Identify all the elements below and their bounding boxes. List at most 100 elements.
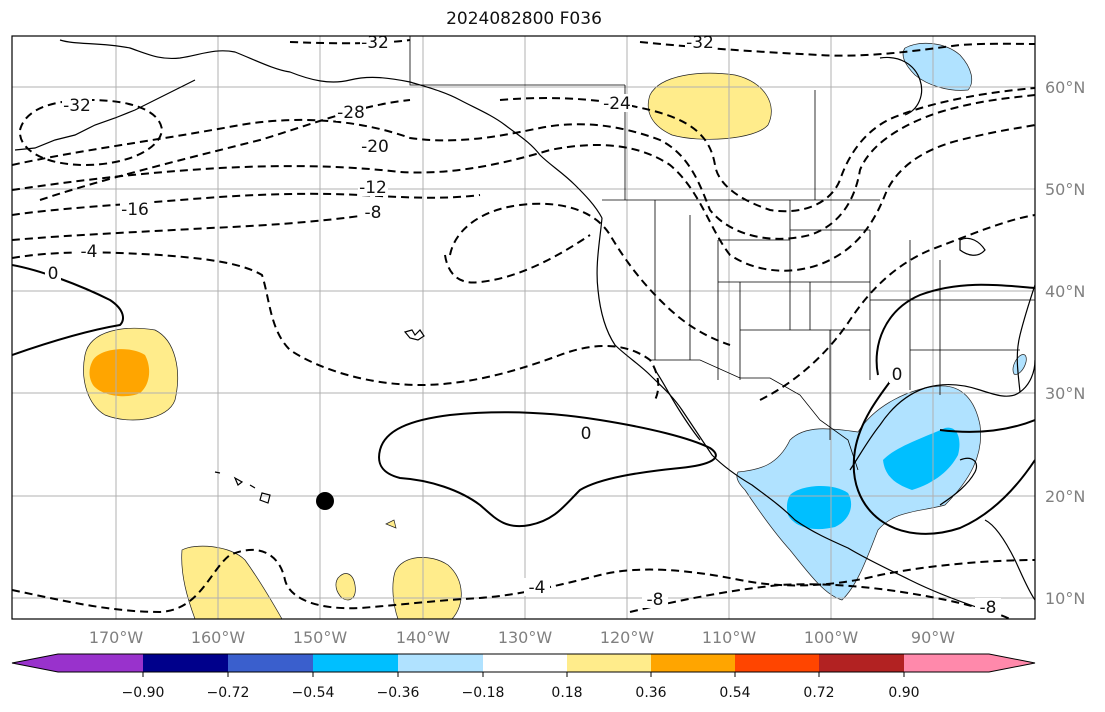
gulf-coast (849, 359, 1035, 471)
great-lakes (959, 237, 986, 256)
lat-label: 10°N (1045, 589, 1085, 608)
colorbar-segment (904, 654, 989, 672)
contour-label: -20 (361, 137, 389, 157)
map-border (11, 35, 1036, 620)
lat-label: 20°N (1045, 487, 1085, 506)
contour-label: -8 (647, 590, 664, 610)
contour-label: -4 (81, 242, 98, 262)
colorbar-tick-label: −0.90 (122, 685, 165, 701)
contour-neg32 (18, 98, 164, 167)
island-arc (403, 329, 425, 341)
contour-label: 0 (48, 264, 59, 284)
contour-label: -24 (603, 94, 631, 114)
colorbar: −0.90 −0.72 −0.54 −0.36 −0.18 0.18 0.36 … (11, 653, 1036, 701)
lat-label: 30°N (1045, 384, 1085, 403)
latitude-labels: 60°N 50°N 40°N 30°N 20°N 10°N (1045, 78, 1085, 608)
contour-label: -32 (361, 33, 389, 53)
contour-label: -8 (365, 203, 382, 223)
contour-neg32 (289, 39, 1035, 57)
colorbar-extend-low (12, 654, 58, 672)
contour-labels: -32 -32 -32 -28 -24 -20 -16 -12 -8 -4 0 … (45, 33, 1001, 618)
contour-neg4 (12, 548, 1035, 614)
lat-label: 50°N (1045, 180, 1085, 199)
colorbar-segment (567, 654, 651, 672)
contour-label: 0 (581, 424, 592, 444)
contour-label: -8 (980, 598, 997, 618)
lon-label: 140°W (396, 628, 451, 647)
contour-label: -12 (359, 178, 387, 198)
colorbar-extend-high (989, 654, 1035, 672)
contour-lines (12, 39, 1035, 619)
lat-label: 40°N (1045, 282, 1085, 301)
contour-neg8 (12, 211, 386, 241)
contour-neg4 (444, 234, 591, 284)
lon-label: 150°W (293, 628, 348, 647)
lon-label: 90°W (911, 628, 955, 647)
lon-label: 160°W (191, 628, 246, 647)
contour-neg4 (759, 214, 1035, 401)
colorbar-tick-label: 0.90 (888, 685, 919, 701)
lon-label: 170°W (89, 628, 144, 647)
contour-label: -16 (121, 200, 149, 220)
hawaii-island (259, 492, 271, 504)
lon-label: 100°W (804, 628, 859, 647)
storm-position-marker (316, 492, 334, 510)
colorbar-tick-label: −0.72 (207, 685, 250, 701)
figure-title: 2024082800 F036 (446, 9, 602, 29)
colorbar-tick-label: −0.36 (377, 685, 420, 701)
yucatan (939, 457, 978, 506)
colorbar-tick-label: 0.54 (719, 685, 750, 701)
central-america (984, 519, 1035, 601)
colorbar-segment (819, 654, 904, 672)
lon-label: 110°W (702, 628, 757, 647)
contour-label: -28 (337, 103, 365, 123)
hawaii-islands-small (214, 471, 256, 489)
colorbar-segment (143, 654, 228, 672)
positive-anomaly-area (647, 72, 772, 140)
colorbar-segment (58, 654, 143, 672)
colorbar-tick-label: −0.18 (462, 685, 505, 701)
contour-zero (852, 283, 1035, 535)
alaska-border (409, 36, 625, 86)
contour-neg24 (499, 87, 1035, 213)
negative-anomaly-core (883, 427, 960, 490)
coastlines (14, 39, 1035, 611)
negative-anomaly-core (786, 486, 852, 530)
hudson-bay (879, 56, 923, 116)
gridlines (12, 36, 1035, 619)
contour-label: 0 (892, 365, 903, 385)
positive-anomaly-area (181, 545, 283, 619)
lon-label: 120°W (600, 628, 655, 647)
colorbar-segment (483, 654, 567, 672)
positive-anomaly-area (385, 519, 397, 529)
colorbar-segment (651, 654, 735, 672)
colorbar-tick-label: −0.54 (292, 685, 335, 701)
east-coast (1016, 284, 1035, 393)
longitude-labels: 170°W 160°W 150°W 140°W 130°W 120°W 110°… (89, 628, 955, 647)
contour-neg16 (12, 124, 1035, 272)
colorbar-tick-label: 0.18 (551, 685, 582, 701)
contour-neg20 (12, 94, 1035, 240)
west-coast (596, 217, 986, 611)
colorbar-segment (398, 654, 483, 672)
contour-neg8 (629, 583, 1011, 619)
contour-label: -32 (63, 96, 91, 116)
lat-label: 60°N (1045, 78, 1085, 97)
state-borders (624, 85, 1035, 440)
colorbar-segment (228, 654, 313, 672)
contour-zero (378, 411, 717, 528)
colorbar-segment (313, 654, 398, 672)
alaska-coast (59, 39, 603, 219)
contour-label: -4 (529, 578, 546, 598)
positive-anomaly-core (89, 349, 150, 397)
aleutians (14, 79, 196, 151)
baja (654, 369, 701, 441)
colorbar-segment (735, 654, 819, 672)
colorbar-tick-label: 0.72 (803, 685, 834, 701)
colorbar-tick-label: 0.36 (635, 685, 666, 701)
contour-label: -32 (686, 33, 714, 53)
lon-label: 130°W (498, 628, 553, 647)
negative-anomaly-area (1012, 354, 1027, 375)
contour-neg4 (12, 251, 660, 401)
